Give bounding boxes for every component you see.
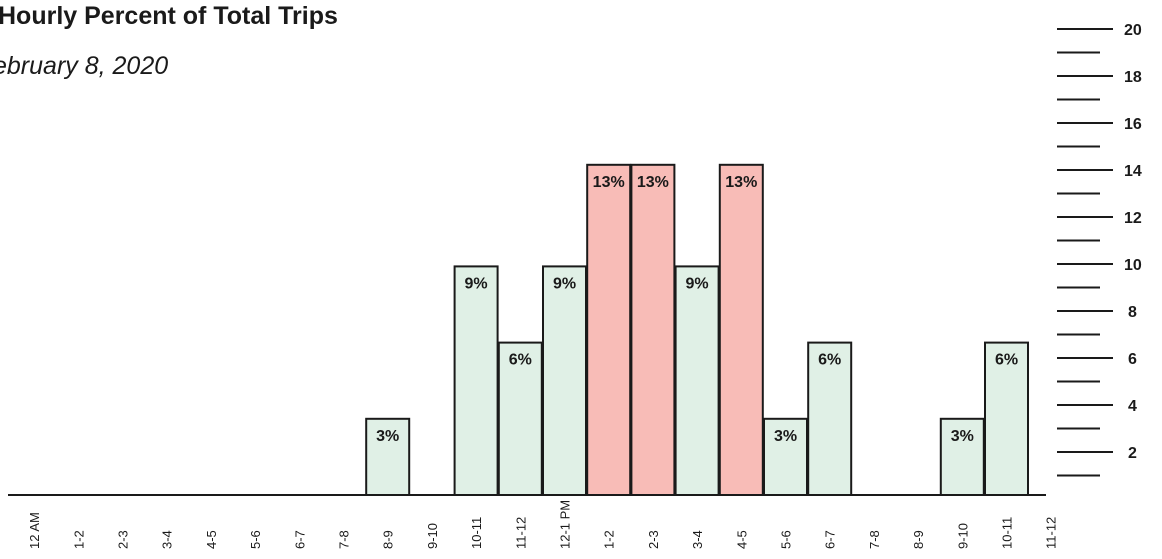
category-labels-group: 12 AM 1-2 2-3 3-4 4-5 5-6 6-7 7-8 8-9 9-10 10-11 11… <box>27 500 1059 549</box>
category-label: 7-8 <box>867 530 882 549</box>
bar-value-label: 6% <box>509 352 532 369</box>
y-tick-label: 4 <box>1128 398 1137 415</box>
category-label: 6-7 <box>823 530 838 549</box>
category-label: 6-7 <box>292 530 307 549</box>
category-label: 11-12 <box>1044 517 1059 549</box>
bar-12 <box>542 265 587 496</box>
category-label: 12 AM <box>27 512 42 549</box>
category-label: 4-5 <box>204 530 219 549</box>
y-axis-scale: 2 4 6 8 10 12 14 16 18 20 <box>1057 22 1142 477</box>
bars-group <box>365 163 1029 497</box>
category-label: 12-1 PM <box>558 500 573 549</box>
bar-value-label: 9% <box>553 275 576 292</box>
bar-22 <box>984 341 1029 496</box>
bar-11 <box>497 341 543 496</box>
bar-value-label: 13% <box>725 174 757 191</box>
bar-14 <box>630 163 676 497</box>
y-tick-label: 2 <box>1128 445 1137 462</box>
y-tick-label: 8 <box>1128 304 1137 321</box>
y-tick-label: 14 <box>1124 163 1142 180</box>
category-label: 3-4 <box>690 530 705 549</box>
bar-value-label: 6% <box>995 352 1018 369</box>
category-label: 11-12 <box>513 517 528 549</box>
category-label: 5-6 <box>248 530 263 549</box>
bar-21 <box>939 417 985 496</box>
category-label: 3-4 <box>160 530 175 549</box>
category-label: 10-11 <box>1000 517 1015 549</box>
category-label: 10-11 <box>469 517 484 549</box>
bar-value-label: 3% <box>774 428 797 445</box>
bar-value-label: 9% <box>686 275 709 292</box>
category-label: 5-6 <box>779 530 794 549</box>
category-label: 9-10 <box>955 523 970 549</box>
y-tick-label: 6 <box>1128 351 1137 368</box>
y-tick-label: 20 <box>1124 22 1142 39</box>
bar-value-label: 3% <box>951 428 974 445</box>
bar-value-label: 9% <box>465 275 488 292</box>
category-label: 1-2 <box>602 530 617 549</box>
bar-value-label: 6% <box>818 352 841 369</box>
category-label: 1-2 <box>71 530 86 549</box>
category-label: 7-8 <box>337 530 352 549</box>
chart-title: Hourly Percent of Total Trips <box>0 2 338 30</box>
category-label: 8-9 <box>381 530 396 549</box>
category-label: 9-10 <box>425 523 440 549</box>
bar-value-label: 13% <box>593 174 625 191</box>
y-tick-label: 10 <box>1124 257 1142 274</box>
bar-13 <box>586 163 632 497</box>
bar-value-label: 3% <box>376 428 399 445</box>
y-tick-label: 16 <box>1124 116 1142 133</box>
category-label: 8-9 <box>911 530 926 549</box>
bar-17 <box>763 417 808 496</box>
bar-16 <box>718 163 764 497</box>
category-label: 4-5 <box>734 530 749 549</box>
category-label: 2-3 <box>116 530 131 549</box>
bar-value-label: 13% <box>637 174 669 191</box>
y-tick-label: 12 <box>1124 210 1142 227</box>
category-label: 2-3 <box>646 530 661 549</box>
bar-15 <box>674 265 720 496</box>
bar-10 <box>453 265 499 496</box>
y-tick-label: 18 <box>1124 69 1142 86</box>
data-labels-group: 3% 9% 6% 9% 13% 13% 9% 13% 3% 6% 3% 6% <box>376 174 1018 445</box>
chart-subtitle: ebruary 8, 2020 <box>0 52 169 80</box>
